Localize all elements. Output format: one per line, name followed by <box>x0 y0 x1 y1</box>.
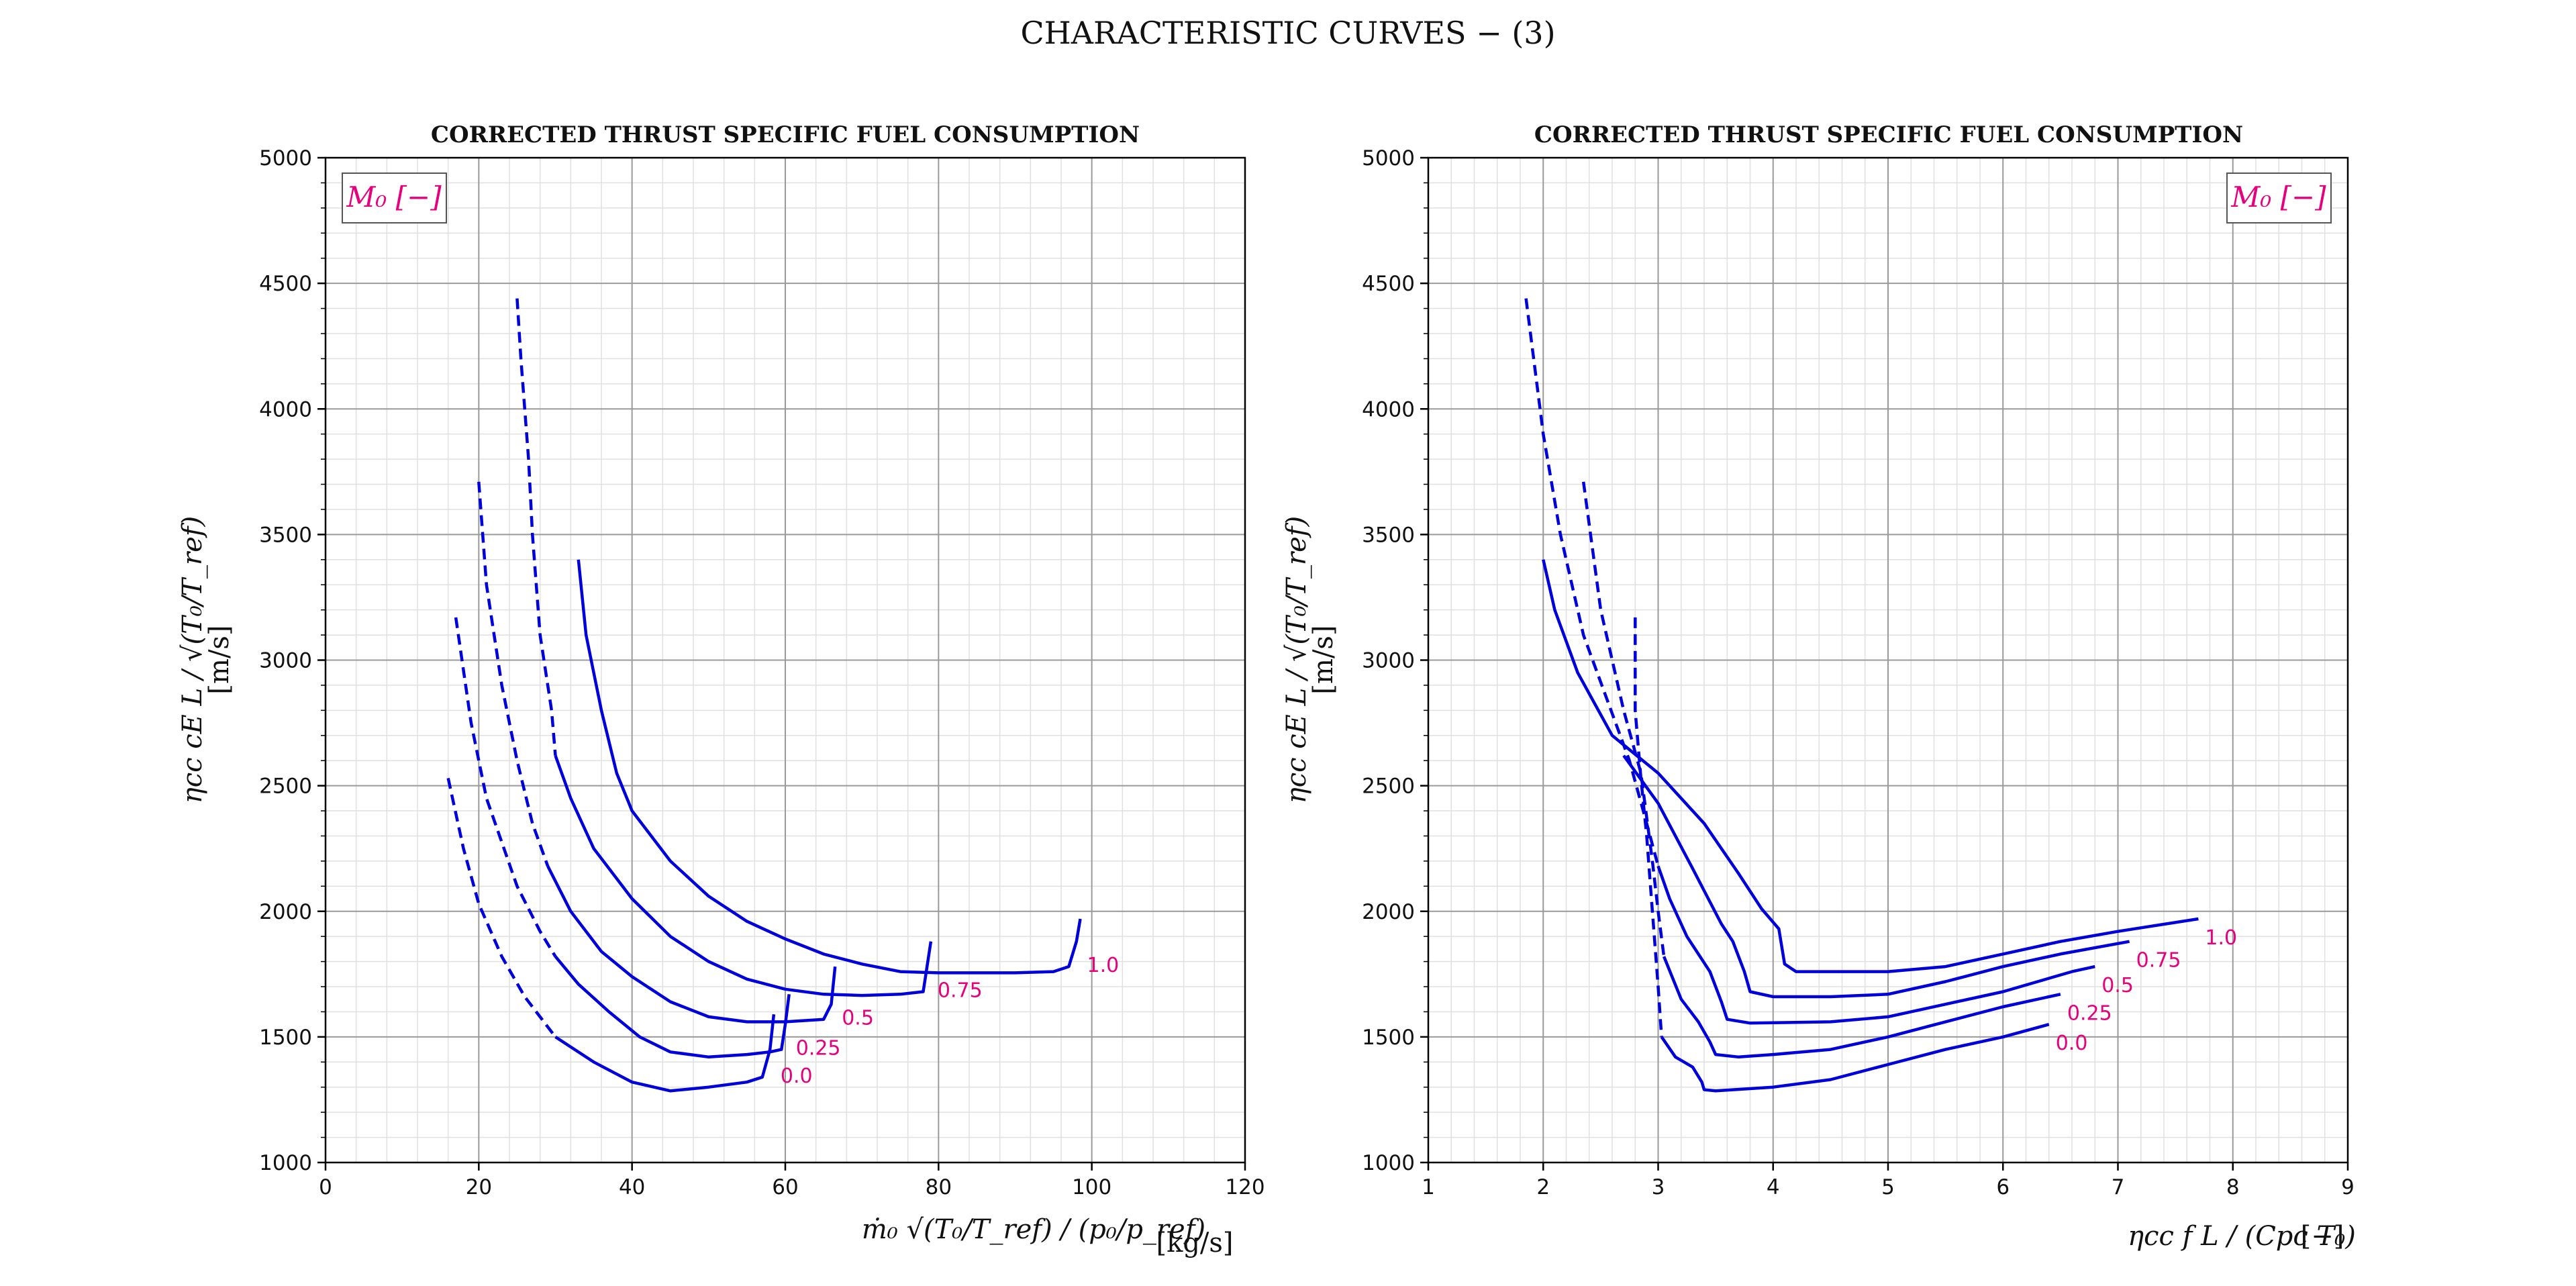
right-x-tick-label: 2 <box>1536 1175 1550 1199</box>
right-x-tick-label: 8 <box>2226 1175 2240 1199</box>
left-x-tick-label: 120 <box>1225 1175 1265 1199</box>
left-curve-solid-m0-0 <box>554 1013 776 1093</box>
right-y-tick-label: 4500 <box>1362 272 1415 296</box>
right-y-tick-label: 5000 <box>1362 146 1415 170</box>
left-curve-dashed-m0-75 <box>515 298 557 756</box>
right-y-tick-label: 2500 <box>1362 775 1415 799</box>
left-curve-dashed-m0-5 <box>477 481 550 867</box>
right-y-axis-label: ηcc cE L / √(T₀/T_ref) [m/s] <box>1281 516 1339 803</box>
left-curve-dashed-m0-0 <box>446 777 557 1038</box>
right-curve-label-m0-25: 0.25 <box>2067 1001 2112 1025</box>
right-plot-frame <box>1427 156 2349 1164</box>
left-curve-solid-m0-75 <box>554 754 933 997</box>
right-legend-title: M₀ [−] <box>2230 181 2326 213</box>
right-curve-solid-m0-75 <box>1622 754 2130 999</box>
right-x-tick-label: 5 <box>1881 1175 1895 1199</box>
right-curve-solid-m0-0 <box>1660 1023 2050 1093</box>
right-curve-solid-m0-25 <box>1663 956 2061 1059</box>
left-y-tick-label: 1500 <box>259 1026 312 1050</box>
left-y-tick-label: 2000 <box>259 900 312 924</box>
left-curve-solid-m0-25 <box>554 955 791 1059</box>
right-curve-label-m0-0: 0.0 <box>2056 1032 2088 1055</box>
left-x-tick-label: 80 <box>926 1175 952 1199</box>
left-x-tick-label: 40 <box>619 1175 645 1199</box>
left-y-tick-label: 3000 <box>259 649 312 673</box>
left-y-tick-label: 5000 <box>259 146 312 170</box>
right-curve-dashed-m0-5 <box>1524 298 1660 867</box>
svg-text:[m/s]: [m/s] <box>1308 625 1339 694</box>
right-x-tick-label: 1 <box>1422 1175 1435 1199</box>
left-curve-label-m0-75: 0.75 <box>938 979 983 1003</box>
left-curve-solid-m1-0 <box>577 559 1082 975</box>
left-curve-label-m0-5: 0.5 <box>842 1007 874 1030</box>
svg-text:ηcc f L / (Cpc T₀): ηcc f L / (Cpc T₀) <box>2128 1221 2356 1252</box>
left-x-tick-label: 60 <box>772 1175 798 1199</box>
svg-text:[m/s]: [m/s] <box>204 625 235 694</box>
right-curve-label-m0-5: 0.5 <box>2101 974 2134 997</box>
right-legend-box[interactable]: M₀ [−] <box>2226 172 2332 224</box>
left-chart-panel: CORRECTED THRUST SPECIFIC FUEL CONSUMPTI… <box>177 121 1265 1258</box>
right-y-tick-label: 3500 <box>1362 523 1415 547</box>
right-x-tick-label: 3 <box>1652 1175 1665 1199</box>
right-curve-label-m1-0: 1.0 <box>2205 926 2237 950</box>
right-y-tick-label: 2000 <box>1362 900 1415 924</box>
right-curve-solid-m1-0 <box>1542 559 2199 973</box>
right-y-tick-label: 1500 <box>1362 1026 1415 1050</box>
svg-text:ηcc cE L / √(T₀/T_ref): ηcc cE L / √(T₀/T_ref) <box>177 516 208 803</box>
left-curve-dashed-m0-25 <box>454 617 557 958</box>
right-y-tick-label: 4000 <box>1362 397 1415 422</box>
left-y-tick-label: 4000 <box>259 397 312 422</box>
right-curve-dashed-m0-25 <box>1581 481 1666 957</box>
left-curve-solid-m0-5 <box>546 865 837 1024</box>
left-x-tick-label: 20 <box>466 1175 492 1199</box>
right-y-tick-label: 1000 <box>1362 1151 1415 1175</box>
left-x-tick-label: 0 <box>319 1175 332 1199</box>
svg-text:ṁ₀ √(T₀/T_ref) / (p₀/p_ref): ṁ₀ √(T₀/T_ref) / (p₀/p_ref) <box>862 1214 1205 1245</box>
right-curve-solid-m0-5 <box>1656 865 2095 1025</box>
left-y-tick-label: 1000 <box>259 1151 312 1175</box>
left-chart-title: CORRECTED THRUST SPECIFIC FUEL CONSUMPTI… <box>431 121 1140 148</box>
right-x-tick-label: 4 <box>1767 1175 1780 1199</box>
left-plot-frame <box>324 156 1246 1164</box>
left-y-tick-label: 3500 <box>259 523 312 547</box>
left-curve-label-m0-0: 0.0 <box>781 1065 813 1088</box>
left-curve-label-m1-0: 1.0 <box>1087 954 1120 977</box>
svg-text:ηcc cE L / √(T₀/T_ref): ηcc cE L / √(T₀/T_ref) <box>1281 516 1312 803</box>
left-x-axis-label: ṁ₀ √(T₀/T_ref) / (p₀/p_ref) [kg/s] <box>862 1214 1234 1258</box>
right-chart-panel: CORRECTED THRUST SPECIFIC FUEL CONSUMPTI… <box>1281 121 2356 1252</box>
right-y-tick-label: 3000 <box>1362 649 1415 673</box>
left-legend-title: M₀ [−] <box>346 181 442 213</box>
page-title: CHARACTERISTIC CURVES − (3) <box>1020 15 1556 51</box>
left-legend-box[interactable]: M₀ [−] <box>342 172 447 224</box>
right-x-axis-label: ηcc f L / (Cpc T₀) [−] <box>2128 1221 2356 1252</box>
left-y-axis-label: ηcc cE L / √(T₀/T_ref) [m/s] <box>177 516 235 803</box>
left-x-tick-label: 100 <box>1072 1175 1111 1199</box>
right-chart-title: CORRECTED THRUST SPECIFIC FUEL CONSUMPTI… <box>1534 121 2243 148</box>
right-x-tick-label: 6 <box>1996 1175 2010 1199</box>
svg-text:[kg/s]: [kg/s] <box>1156 1228 1233 1258</box>
right-curve-dashed-m0-0 <box>1634 617 1663 1038</box>
svg-text:[−]: [−] <box>2301 1221 2344 1252</box>
right-x-tick-label: 9 <box>2341 1175 2355 1199</box>
left-curve-label-m0-25: 0.25 <box>796 1037 841 1060</box>
right-curve-label-m0-75: 0.75 <box>2136 949 2181 973</box>
left-y-tick-label: 4500 <box>259 272 312 296</box>
left-y-tick-label: 2500 <box>259 775 312 799</box>
right-x-tick-label: 7 <box>2112 1175 2125 1199</box>
